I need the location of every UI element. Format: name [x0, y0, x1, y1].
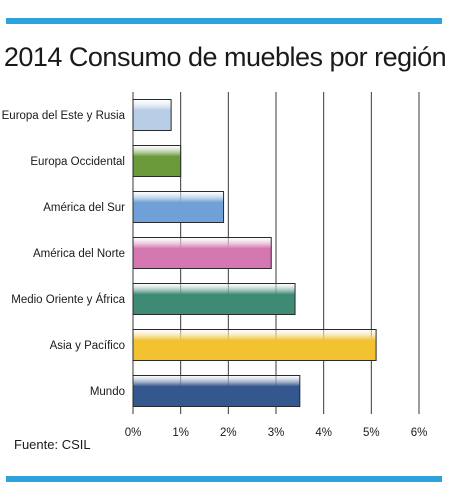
bar	[132, 237, 272, 269]
bar	[132, 329, 377, 361]
x-tick-label: 1%	[172, 427, 189, 439]
bottom-rule	[6, 476, 442, 482]
bar	[132, 145, 182, 177]
bar	[132, 191, 225, 223]
x-tick-label: 5%	[363, 427, 380, 439]
bar	[132, 375, 301, 407]
x-tick-label: 2%	[220, 427, 237, 439]
category-label: Mundo	[90, 386, 125, 398]
category-label: Europa del Este y Rusia	[2, 110, 126, 122]
source-note: Fuente: CSIL	[14, 437, 91, 452]
category-label: América del Sur	[43, 202, 125, 214]
x-tick-labels: 0% 1% 2% 3% 4% 5% 6%	[125, 427, 428, 439]
top-rule	[6, 18, 442, 24]
x-tick-label: 3%	[268, 427, 285, 439]
bar	[132, 99, 172, 131]
chart-title: 2014 Consumo de muebles por región	[3, 42, 447, 72]
bars	[132, 99, 377, 407]
x-tick-label: 4%	[315, 427, 332, 439]
x-tick-label: 0%	[125, 427, 142, 439]
category-label: América del Norte	[33, 248, 125, 260]
category-label: Europa Occidental	[30, 156, 125, 168]
category-labels: Europa del Este y Rusia Europa Occidental…	[2, 110, 126, 398]
category-label: Asia y Pacífico	[50, 340, 125, 352]
bar	[132, 283, 296, 315]
category-label: Medio Oriente y África	[11, 293, 125, 306]
x-tick-label: 6%	[411, 427, 428, 439]
